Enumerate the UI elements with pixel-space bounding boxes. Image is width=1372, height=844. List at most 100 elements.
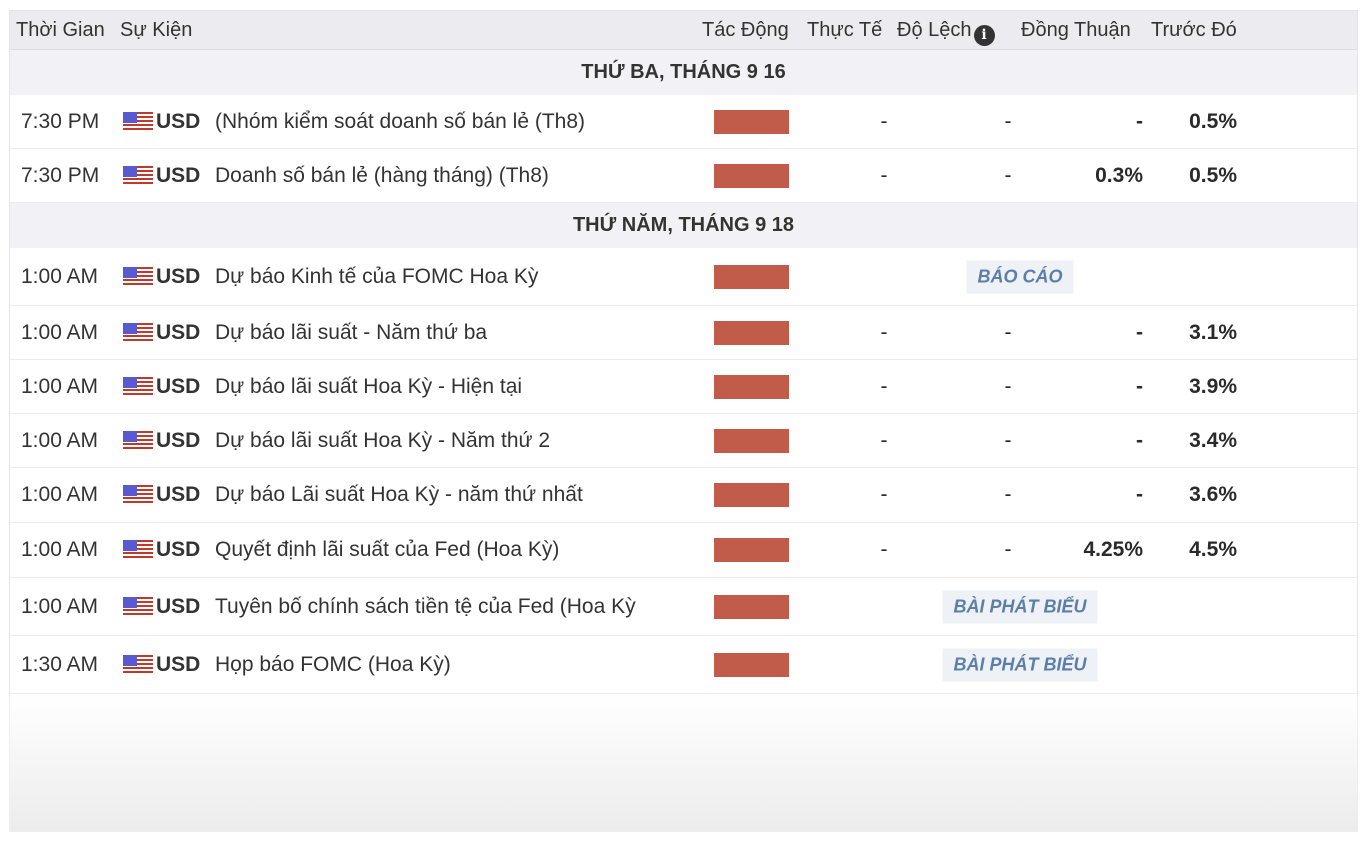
table-row[interactable]: 7:30 PM USD (Nhóm kiểm soát doanh số bán… [10,95,1357,149]
event-name[interactable]: Doanh số bán lẻ (hàng tháng) (Th8) [215,163,549,187]
event-name[interactable]: Dự báo Lãi suất Hoa Kỳ - năm thứ nhất [215,483,583,506]
impact-high-bar [714,652,789,677]
event-time: 1:00 AM [21,594,99,618]
deviation-value: - [1004,374,1012,398]
impact-high-bar [714,374,789,399]
info-icon[interactable]: i [973,25,995,46]
consensus-value: - [1136,483,1143,506]
currency: USD [156,109,201,133]
actual-value: - [880,538,888,561]
currency: USD [156,652,201,676]
table-row[interactable]: 1:00 AM USD Dự báo lãi suất Hoa Kỳ - Hiệ… [10,360,1357,414]
impact-high-bar [714,163,789,188]
us-flag-icon [123,540,153,560]
header-consensus[interactable]: Đồng Thuận [1021,19,1131,41]
deviation-value: - [1004,109,1012,133]
deviation-value: - [1004,428,1012,452]
header-time[interactable]: Thời Gian [16,19,105,41]
impact-high-bar [714,264,789,289]
us-flag-icon [123,111,153,132]
previous-value: 3.1% [1189,320,1237,344]
event-time: 1:30 AM [21,652,99,676]
date-group-header: THỨ NĂM, THÁNG 9 18 [10,203,1357,248]
actual-value: - [880,428,888,452]
table-row[interactable]: 1:00 AM USD Dự báo Lãi suất Hoa Kỳ - năm… [10,468,1357,523]
actual-value: - [880,320,888,344]
previous-value: 0.5% [1189,109,1237,133]
us-flag-icon [123,430,153,451]
table-row[interactable]: 7:30 PM USD Doanh số bán lẻ (hàng tháng)… [10,149,1357,203]
consensus-value: 4.25% [1083,538,1143,561]
table-row[interactable]: 1:00 AM USD Quyết định lãi suất của Fed … [10,523,1357,578]
table-header: Thời Gian Sự Kiện Tác Động Thực Tế Độ Lệ… [10,11,1357,50]
event-name[interactable]: Dự báo Kinh tế của FOMC Hoa Kỳ [215,264,539,288]
header-actual[interactable]: Thực Tế [807,19,883,41]
us-flag-icon [123,654,153,675]
event-name[interactable]: Họp báo FOMC (Hoa Kỳ) [215,652,451,676]
event-name[interactable]: Dự báo lãi suất Hoa Kỳ - Năm thứ 2 [215,428,551,452]
previous-value: 0.5% [1189,163,1237,187]
table-row[interactable]: 1:00 AM USD Dự báo lãi suất Hoa Kỳ - Năm… [10,414,1357,468]
impact-high-bar [714,538,789,562]
event-type-badge[interactable]: BÀI PHÁT BIỂU [942,590,1098,623]
event-name[interactable]: Quyết định lãi suất của Fed (Hoa Kỳ) [215,538,560,561]
header-deviation[interactable]: Độ Lệch i [897,19,995,46]
impact-high-bar [714,428,789,453]
currency: USD [156,594,201,618]
previous-value: 4.5% [1189,538,1237,561]
currency: USD [156,320,201,344]
table-row[interactable]: 1:00 AM USD Dự báo lãi suất - Năm thứ ba… [10,306,1357,360]
table-row[interactable]: 1:00 AM USD Tuyên bố chính sách tiền tệ … [10,578,1357,636]
currency: USD [156,264,201,288]
deviation-value: - [1004,538,1012,561]
event-time: 1:00 AM [21,428,99,452]
actual-value: - [880,483,888,506]
event-time: 1:00 AM [21,483,99,506]
currency: USD [156,374,201,398]
actual-value: - [880,163,888,187]
event-time: 7:30 PM [21,163,100,187]
currency: USD [156,538,201,561]
economic-calendar-table: Thời Gian Sự Kiện Tác Động Thực Tế Độ Lệ… [9,10,1358,695]
us-flag-icon [123,266,153,287]
actual-value: - [880,109,888,133]
currency: USD [156,428,201,452]
date-group-header: THỨ BA, THÁNG 9 16 [10,50,1357,95]
deviation-value: - [1004,163,1012,187]
event-name[interactable]: (Nhóm kiểm soát doanh số bán lẻ (Th8) [215,109,586,133]
previous-value: 3.6% [1189,483,1237,506]
header-previous[interactable]: Trước Đó [1151,19,1237,41]
event-time: 1:00 AM [21,374,99,398]
table-row[interactable]: 1:00 AM USD Dự báo Kinh tế của FOMC Hoa … [10,248,1357,306]
header-deviation-label: Độ Lệch [897,19,972,41]
consensus-value: - [1136,320,1143,344]
impact-high-bar [714,109,789,134]
deviation-value: - [1004,483,1012,506]
consensus-value: - [1136,374,1143,398]
footer-area [9,694,1358,832]
consensus-value: - [1136,109,1143,133]
currency: USD [156,163,201,187]
event-type-badge[interactable]: BÀI PHÁT BIỂU [942,648,1098,681]
impact-high-bar [714,320,789,345]
table-row[interactable]: 1:30 AM USD Họp báo FOMC (Hoa Kỳ) BÀI PH… [10,636,1357,694]
event-name[interactable]: Dự báo lãi suất - Năm thứ ba [215,320,488,344]
event-time: 1:00 AM [21,538,99,561]
us-flag-icon [123,596,153,617]
us-flag-icon [123,165,153,186]
us-flag-icon [123,376,153,397]
previous-value: 3.9% [1189,374,1237,398]
event-time: 1:00 AM [21,264,99,288]
event-name[interactable]: Tuyên bố chính sách tiền tệ của Fed (Hoa… [215,594,636,618]
us-flag-icon [123,322,153,343]
consensus-value: 0.3% [1095,163,1143,187]
event-type-badge[interactable]: BÁO CÁO [966,260,1074,293]
event-name[interactable]: Dự báo lãi suất Hoa Kỳ - Hiện tại [215,374,523,398]
actual-value: - [880,374,888,398]
header-event[interactable]: Sự Kiện [120,19,193,41]
us-flag-icon [123,485,153,505]
impact-high-bar [714,594,789,619]
currency: USD [156,483,201,506]
consensus-value: - [1136,428,1143,452]
header-impact[interactable]: Tác Động [702,19,789,41]
